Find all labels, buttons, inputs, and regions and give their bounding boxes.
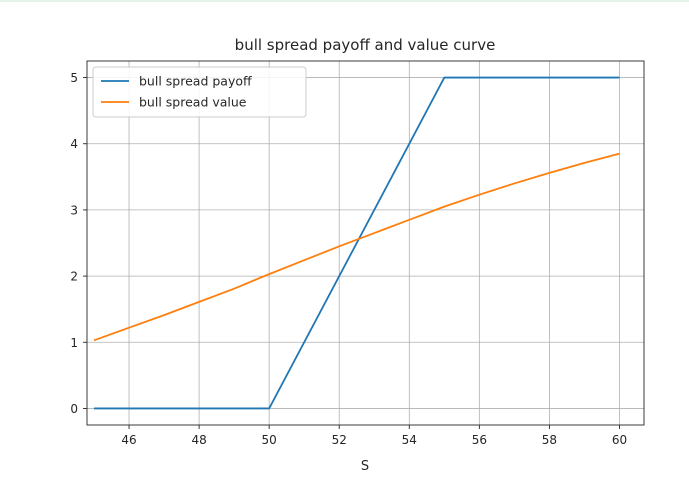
top-border — [0, 0, 689, 2]
legend-label: bull spread value — [139, 95, 247, 110]
series-line-1 — [94, 76, 620, 410]
legend-label: bull spread payoff — [139, 74, 252, 89]
y-tick-label: 4 — [70, 137, 78, 151]
x-tick-label: 58 — [542, 433, 557, 447]
y-tick-label: 3 — [70, 203, 78, 217]
series-layer — [93, 76, 620, 410]
plot-background — [87, 61, 644, 425]
x-axis-label: S — [361, 459, 369, 474]
x-tick-label: 56 — [472, 433, 487, 447]
ticks: 46 48 50 52 54 56 58 60 0 1 2 3 4 5 — [70, 71, 627, 447]
x-tick-label: 60 — [612, 433, 627, 447]
legend-box — [92, 66, 307, 118]
x-tick-label: 50 — [262, 433, 277, 447]
x-tick-label: 48 — [191, 433, 206, 447]
legend: bull spread payoff bull spread value — [92, 66, 307, 118]
series-line-2 — [93, 152, 620, 342]
x-tick-label: 52 — [332, 433, 347, 447]
y-tick-label: 0 — [70, 402, 78, 416]
y-tick-label: 1 — [70, 336, 78, 350]
y-tick-label: 2 — [70, 270, 78, 284]
chart-title: bull spread payoff and value curve — [235, 36, 496, 54]
plot-frame — [86, 60, 645, 426]
x-tick-label: 46 — [121, 433, 136, 447]
y-tick-label: 5 — [70, 71, 78, 85]
x-tick-label: 54 — [402, 433, 417, 447]
